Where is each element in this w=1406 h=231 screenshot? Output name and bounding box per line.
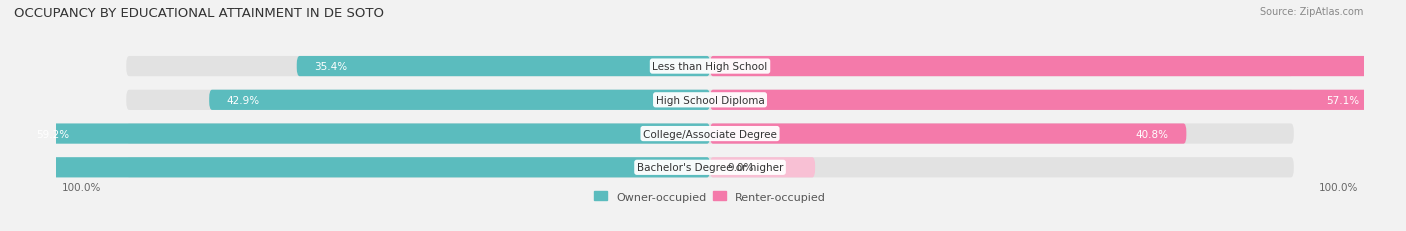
Text: 100.0%: 100.0% [62,182,101,192]
Text: Source: ZipAtlas.com: Source: ZipAtlas.com [1260,7,1364,17]
Text: Less than High School: Less than High School [652,62,768,72]
Text: 59.2%: 59.2% [37,129,69,139]
FancyBboxPatch shape [18,124,710,144]
FancyBboxPatch shape [127,124,1294,144]
Text: Bachelor's Degree or higher: Bachelor's Degree or higher [637,163,783,173]
FancyBboxPatch shape [710,158,815,178]
Text: OCCUPANCY BY EDUCATIONAL ATTAINMENT IN DE SOTO: OCCUPANCY BY EDUCATIONAL ATTAINMENT IN D… [14,7,384,20]
FancyBboxPatch shape [710,124,1187,144]
Text: 42.9%: 42.9% [226,95,260,105]
FancyBboxPatch shape [297,57,710,77]
Text: High School Diploma: High School Diploma [655,95,765,105]
Text: 9.0%: 9.0% [727,163,754,173]
FancyBboxPatch shape [710,57,1406,77]
FancyBboxPatch shape [0,158,710,178]
Text: 57.1%: 57.1% [1326,95,1360,105]
FancyBboxPatch shape [209,90,710,110]
Text: 35.4%: 35.4% [315,62,347,72]
FancyBboxPatch shape [127,57,1294,77]
Legend: Owner-occupied, Renter-occupied: Owner-occupied, Renter-occupied [589,187,831,206]
Text: College/Associate Degree: College/Associate Degree [643,129,778,139]
FancyBboxPatch shape [710,90,1376,110]
Text: 100.0%: 100.0% [1319,182,1358,192]
FancyBboxPatch shape [127,90,1294,110]
FancyBboxPatch shape [127,158,1294,178]
Text: 40.8%: 40.8% [1136,129,1168,139]
